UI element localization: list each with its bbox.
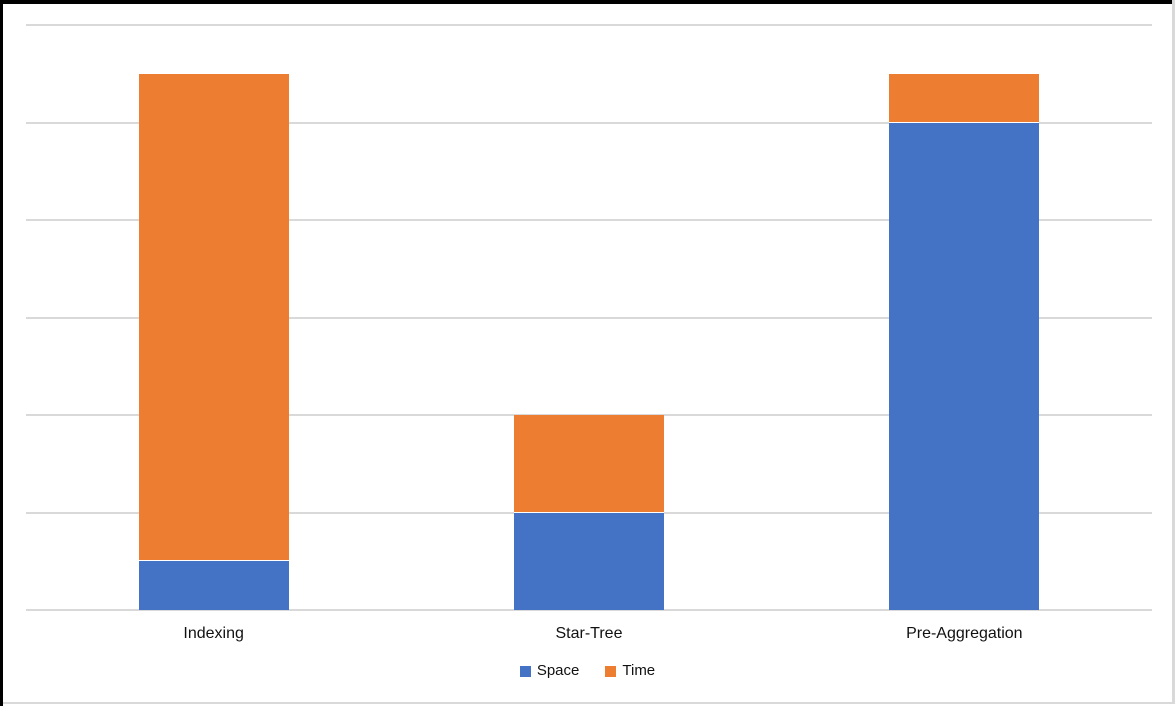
bar-segment-star-tree-time — [514, 415, 664, 513]
x-label-indexing: Indexing — [183, 625, 244, 642]
legend: Space Time — [0, 661, 1175, 681]
bar-segment-star-tree-space — [514, 512, 664, 610]
bar-segment-pre-aggregation-time — [889, 73, 1040, 123]
gridline — [26, 121, 1152, 124]
frame-border-top — [0, 0, 1175, 4]
frame-border-bottom — [3, 702, 1175, 704]
frame-border-right — [1172, 0, 1175, 703]
bar-segment-pre-aggregation-space — [889, 122, 1040, 610]
x-label-star-tree: Star-Tree — [555, 625, 623, 642]
x-label-pre-aggregation: Pre-Aggregation — [906, 625, 1023, 642]
bar-segment-indexing-space — [138, 561, 289, 610]
legend-label-space: Space — [536, 662, 580, 679]
legend-item-time: Time — [605, 661, 655, 681]
gridline — [26, 219, 1152, 221]
frame-border-left — [0, 0, 3, 706]
gridline — [26, 609, 1152, 611]
bar-segment-indexing-time — [138, 73, 289, 562]
legend-swatch-time-icon — [605, 665, 617, 677]
legend-swatch-space-icon — [519, 665, 531, 677]
legend-item-space: Space — [519, 661, 580, 681]
gridline — [26, 316, 1152, 319]
legend-label-time: Time — [622, 662, 656, 679]
x-axis-labels: Indexing Star-Tree Pre-Aggregation — [26, 623, 1152, 644]
gridline — [26, 24, 1152, 26]
